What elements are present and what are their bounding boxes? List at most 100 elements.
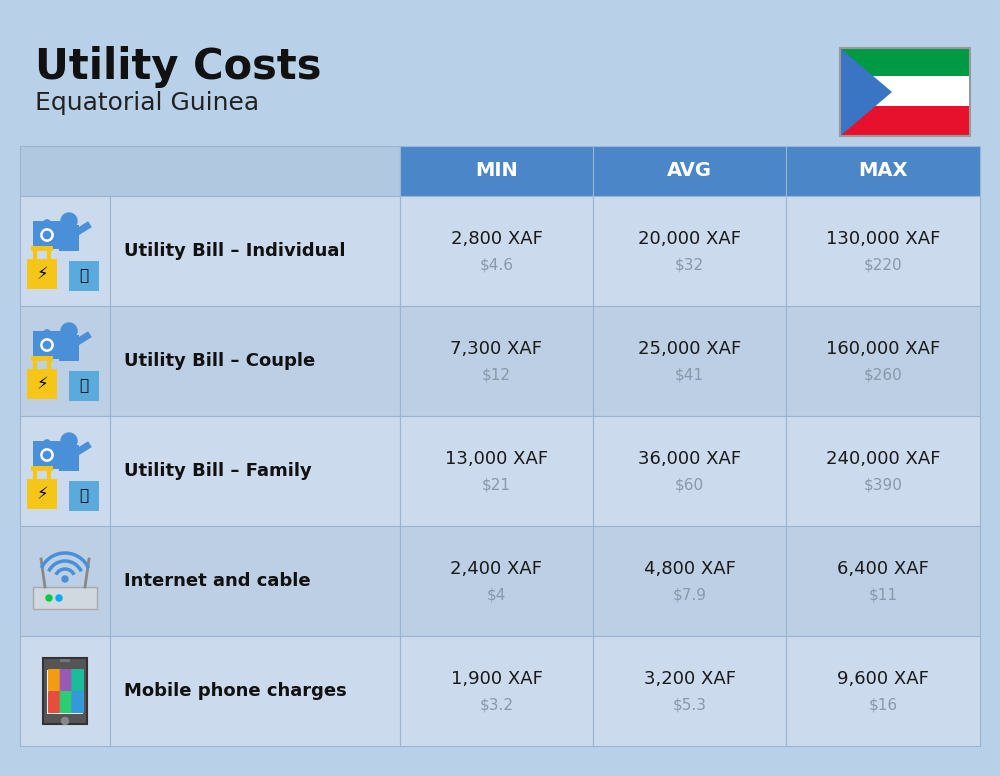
FancyBboxPatch shape xyxy=(20,526,110,636)
Text: 💧: 💧 xyxy=(79,268,89,283)
Text: Equatorial Guinea: Equatorial Guinea xyxy=(35,91,259,115)
FancyBboxPatch shape xyxy=(786,526,980,636)
FancyBboxPatch shape xyxy=(20,306,110,416)
FancyBboxPatch shape xyxy=(59,445,79,471)
FancyBboxPatch shape xyxy=(20,196,110,306)
Text: 240,000 XAF: 240,000 XAF xyxy=(826,450,940,468)
Text: 20,000 XAF: 20,000 XAF xyxy=(638,230,741,248)
Text: $16: $16 xyxy=(868,698,898,712)
FancyBboxPatch shape xyxy=(840,76,970,106)
FancyBboxPatch shape xyxy=(59,225,79,251)
Text: Utility Bill – Couple: Utility Bill – Couple xyxy=(124,352,315,370)
Text: ⚡: ⚡ xyxy=(36,375,48,393)
FancyBboxPatch shape xyxy=(400,146,593,196)
Text: AVG: AVG xyxy=(667,161,712,181)
FancyBboxPatch shape xyxy=(840,106,970,136)
Text: 25,000 XAF: 25,000 XAF xyxy=(638,340,741,358)
Circle shape xyxy=(62,718,68,725)
FancyBboxPatch shape xyxy=(27,479,57,509)
Text: 6,400 XAF: 6,400 XAF xyxy=(837,560,929,578)
Text: 7,300 XAF: 7,300 XAF xyxy=(450,340,542,358)
Circle shape xyxy=(35,223,42,230)
Circle shape xyxy=(43,341,51,348)
Text: $4: $4 xyxy=(487,587,506,602)
Text: 9,600 XAF: 9,600 XAF xyxy=(837,670,929,688)
FancyBboxPatch shape xyxy=(33,331,61,359)
Text: $60: $60 xyxy=(675,477,704,493)
FancyBboxPatch shape xyxy=(48,669,61,691)
Text: 💧: 💧 xyxy=(79,489,89,504)
FancyBboxPatch shape xyxy=(400,196,593,306)
FancyBboxPatch shape xyxy=(33,441,61,469)
Text: 160,000 XAF: 160,000 XAF xyxy=(826,340,940,358)
Text: $11: $11 xyxy=(868,587,898,602)
Circle shape xyxy=(43,231,51,239)
Text: 36,000 XAF: 36,000 XAF xyxy=(638,450,741,468)
Text: $32: $32 xyxy=(675,258,704,272)
Circle shape xyxy=(52,223,59,230)
Text: MAX: MAX xyxy=(858,161,908,181)
FancyBboxPatch shape xyxy=(59,335,79,361)
FancyBboxPatch shape xyxy=(33,587,97,609)
Text: ⚡: ⚡ xyxy=(36,485,48,503)
Circle shape xyxy=(55,341,62,348)
FancyBboxPatch shape xyxy=(60,691,72,713)
Circle shape xyxy=(56,595,62,601)
FancyBboxPatch shape xyxy=(593,196,786,306)
Text: $220: $220 xyxy=(864,258,902,272)
Circle shape xyxy=(62,576,68,582)
Text: Utility Bill – Family: Utility Bill – Family xyxy=(124,462,312,480)
Circle shape xyxy=(44,220,50,227)
FancyBboxPatch shape xyxy=(110,416,400,526)
Text: Utility Costs: Utility Costs xyxy=(35,46,322,88)
Text: 4,800 XAF: 4,800 XAF xyxy=(644,560,735,578)
FancyBboxPatch shape xyxy=(31,356,53,361)
Circle shape xyxy=(44,330,50,337)
Text: 2,400 XAF: 2,400 XAF xyxy=(450,560,542,578)
Circle shape xyxy=(35,443,42,450)
Text: $12: $12 xyxy=(482,368,511,383)
FancyBboxPatch shape xyxy=(20,636,110,746)
FancyBboxPatch shape xyxy=(31,246,53,251)
Text: 💧: 💧 xyxy=(79,379,89,393)
FancyBboxPatch shape xyxy=(593,416,786,526)
FancyBboxPatch shape xyxy=(110,526,400,636)
Text: Mobile phone charges: Mobile phone charges xyxy=(124,682,347,700)
FancyBboxPatch shape xyxy=(400,636,593,746)
FancyBboxPatch shape xyxy=(20,416,110,526)
Circle shape xyxy=(41,449,53,461)
FancyBboxPatch shape xyxy=(840,47,970,78)
Circle shape xyxy=(52,334,59,340)
FancyBboxPatch shape xyxy=(47,670,83,714)
Polygon shape xyxy=(840,48,892,136)
Circle shape xyxy=(61,433,77,449)
Text: $7.9: $7.9 xyxy=(672,587,706,602)
Circle shape xyxy=(43,452,51,459)
Text: $41: $41 xyxy=(675,368,704,383)
FancyBboxPatch shape xyxy=(110,306,400,416)
FancyBboxPatch shape xyxy=(786,416,980,526)
Circle shape xyxy=(35,334,42,340)
Circle shape xyxy=(46,595,52,601)
Text: 13,000 XAF: 13,000 XAF xyxy=(445,450,548,468)
Circle shape xyxy=(41,339,53,352)
FancyBboxPatch shape xyxy=(786,306,980,416)
FancyBboxPatch shape xyxy=(400,416,593,526)
FancyBboxPatch shape xyxy=(27,369,57,399)
FancyBboxPatch shape xyxy=(786,636,980,746)
Text: 3,200 XAF: 3,200 XAF xyxy=(644,670,736,688)
FancyBboxPatch shape xyxy=(400,306,593,416)
FancyBboxPatch shape xyxy=(69,371,99,401)
FancyBboxPatch shape xyxy=(786,196,980,306)
Text: $260: $260 xyxy=(864,368,902,383)
FancyBboxPatch shape xyxy=(33,221,61,249)
FancyBboxPatch shape xyxy=(593,146,786,196)
Circle shape xyxy=(52,443,59,450)
Text: Internet and cable: Internet and cable xyxy=(124,572,311,590)
FancyBboxPatch shape xyxy=(110,636,400,746)
Text: 2,800 XAF: 2,800 XAF xyxy=(451,230,542,248)
Circle shape xyxy=(44,440,50,447)
FancyBboxPatch shape xyxy=(20,146,400,196)
Text: 1,900 XAF: 1,900 XAF xyxy=(451,670,542,688)
Text: Utility Bill – Individual: Utility Bill – Individual xyxy=(124,242,346,260)
